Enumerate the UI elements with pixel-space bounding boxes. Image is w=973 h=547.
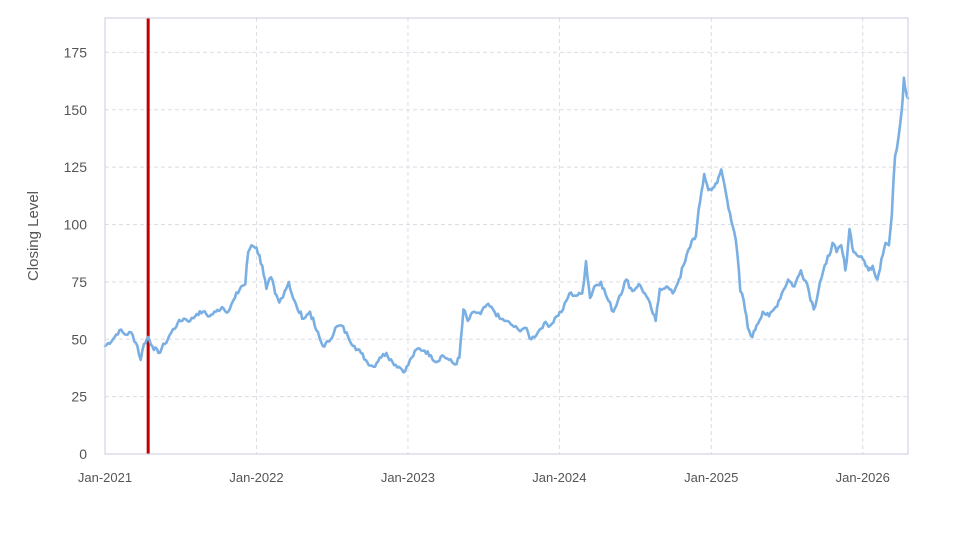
y-tick-label: 0 [79, 446, 87, 462]
x-tick-label: Jan-2022 [229, 470, 283, 485]
y-tick-label: 125 [64, 159, 88, 175]
x-tick-label: Jan-2023 [381, 470, 435, 485]
y-tick-label: 175 [64, 44, 88, 60]
x-tick-label: Jan-2026 [836, 470, 890, 485]
x-tick-label: Jan-2025 [684, 470, 738, 485]
grid-lines [105, 18, 908, 454]
y-tick-label: 25 [71, 389, 87, 405]
y-tick-label: 150 [64, 102, 88, 118]
y-tick-labels: 0 25 50 75 100 125 150 175 [64, 44, 88, 462]
y-axis-title: Closing Level [25, 191, 42, 281]
x-tick-labels: Jan-2021 Jan-2022 Jan-2023 Jan-2024 Jan-2025… [78, 470, 890, 485]
x-tick-label: Jan-2024 [532, 470, 586, 485]
y-tick-label: 75 [71, 274, 87, 290]
y-tick-label: 100 [64, 217, 88, 233]
y-tick-label: 50 [71, 331, 87, 347]
series-group [103, 76, 910, 374]
series-line [103, 76, 910, 374]
x-tick-label: Jan-2021 [78, 470, 132, 485]
plot-border [104, 17, 909, 455]
